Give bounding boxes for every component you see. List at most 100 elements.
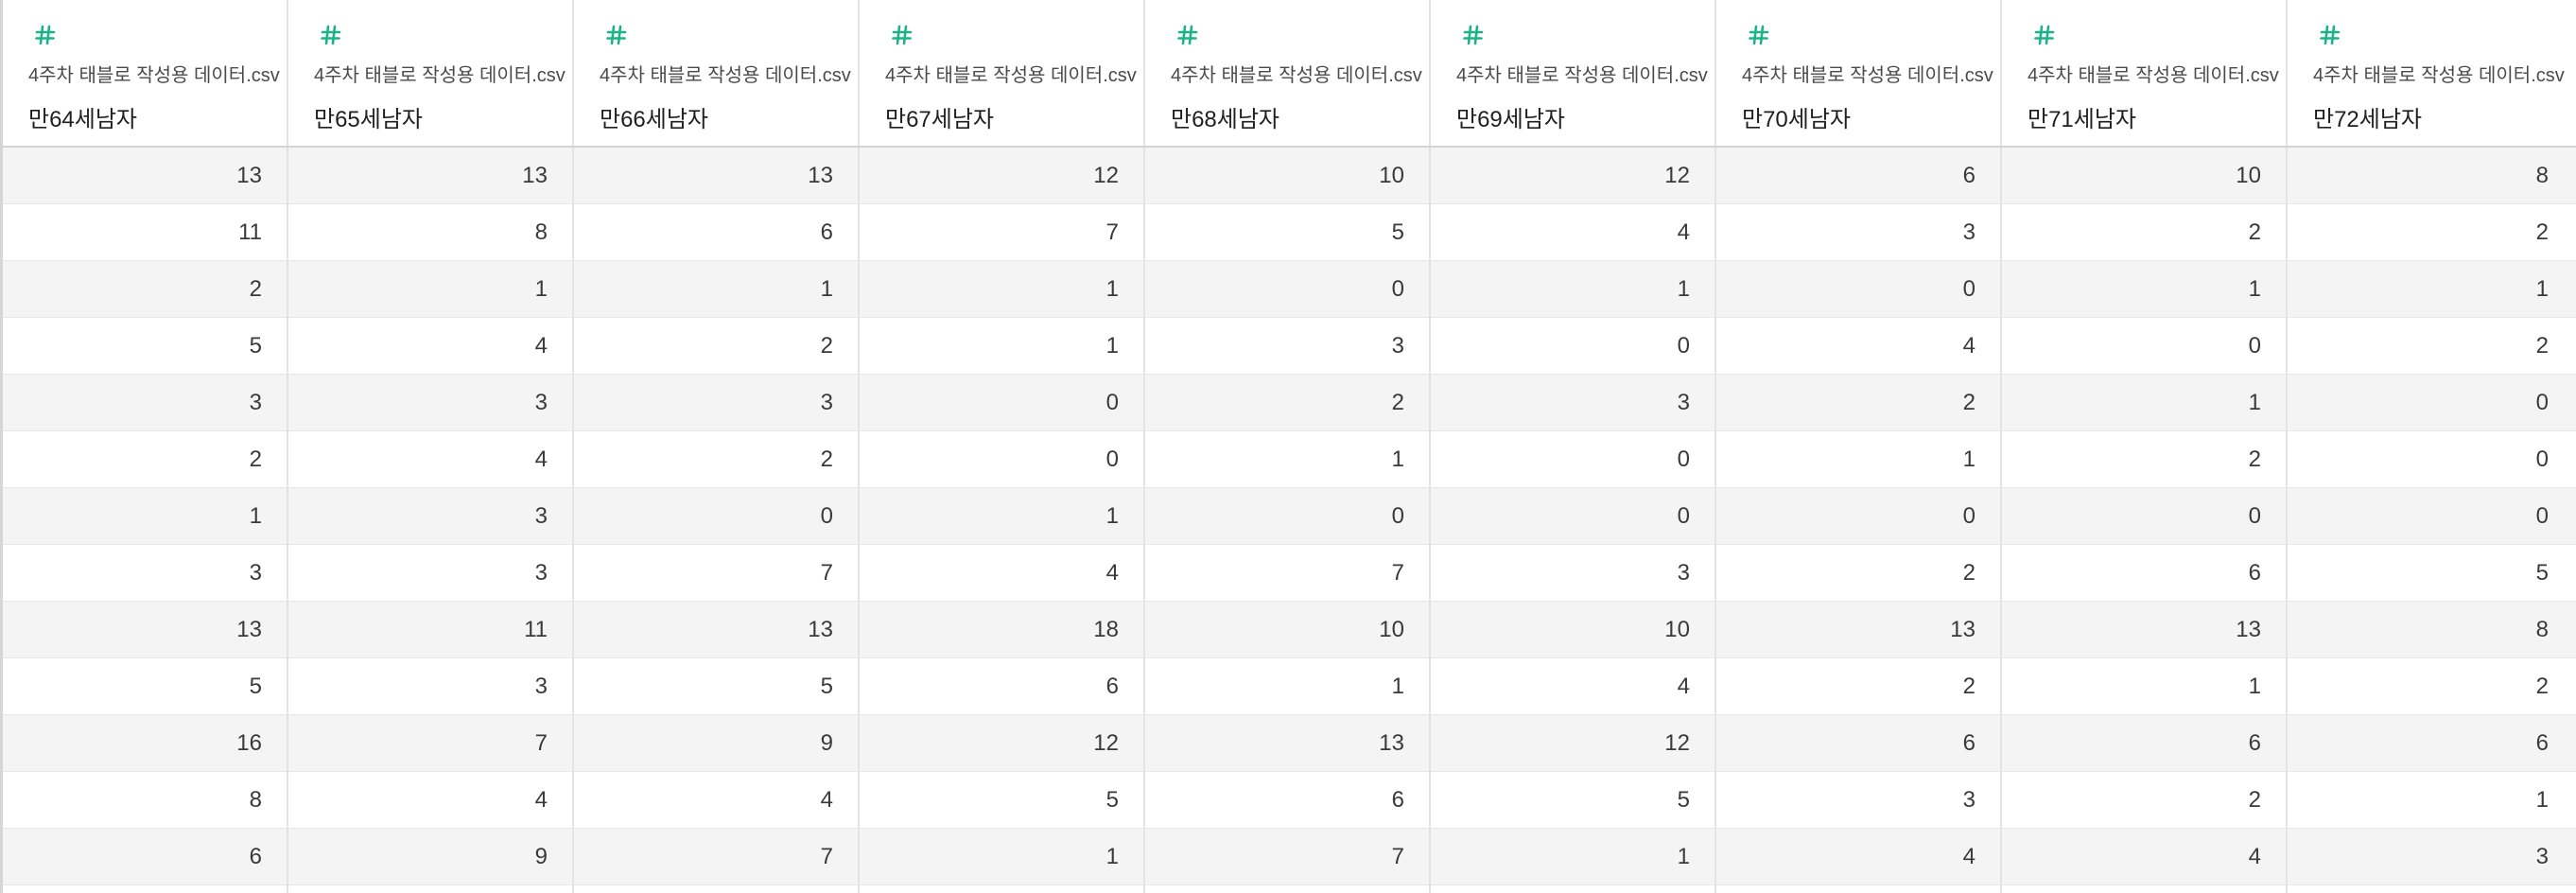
table-cell[interactable]: 3 [3, 545, 288, 601]
table-cell[interactable]: 1 [1431, 261, 1716, 317]
table-cell[interactable]: 6 [2002, 715, 2288, 771]
table-cell[interactable]: 10 [1145, 602, 1431, 657]
table-cell[interactable]: 13 [1716, 602, 2002, 657]
table-cell[interactable]: 1 [860, 318, 1145, 374]
table-cell[interactable]: 4 [1716, 318, 2002, 374]
table-cell[interactable]: 0 [860, 431, 1145, 487]
column-header[interactable]: 4주차 태블로 작성용 데이터.csv 만70세남자 [1716, 0, 2002, 146]
table-cell[interactable]: 5 [1145, 204, 1431, 260]
column-header-cell[interactable]: 4주차 태블로 작성용 데이터.csv 만68세남자 [1145, 0, 1429, 146]
table-cell[interactable]: 4 [574, 772, 860, 828]
table-cell[interactable]: 2 [2002, 204, 2288, 260]
table-cell[interactable]: 0 [2535, 390, 2549, 415]
table-cell[interactable]: 0 [1431, 488, 1716, 544]
table-cell[interactable]: 12 [860, 148, 1145, 203]
table-cell[interactable]: 13 [3, 148, 288, 203]
table-cell[interactable]: 3 [1431, 545, 1716, 601]
table-cell[interactable]: 3 [1716, 772, 2002, 828]
table-row[interactable]: 13 13 13 12 10 12 6 10 8 [3, 148, 2576, 204]
table-cell[interactable]: 16 [3, 715, 288, 771]
table-cell[interactable]: 13 [3, 602, 288, 657]
table-cell[interactable]: 5 [2535, 560, 2549, 586]
column-header[interactable]: 4주차 태블로 작성용 데이터.csv 만69세남자 [1431, 0, 1716, 146]
column-header[interactable]: 4주차 태블로 작성용 데이터.csv 만72세남자 [2288, 0, 2573, 146]
table-cell[interactable]: 1 [860, 829, 1145, 884]
table-cell[interactable]: 1 [1145, 658, 1431, 714]
table-cell[interactable]: 3 [1716, 204, 2002, 260]
table-cell[interactable]: 13 [288, 148, 574, 203]
table-cell[interactable]: 0 [574, 488, 860, 544]
table-cell[interactable]: 0 [1716, 488, 2002, 544]
table-cell[interactable]: 2 [3, 261, 288, 317]
table-cell[interactable]: 9 [288, 829, 574, 884]
table-cell[interactable]: 2 [2002, 431, 2288, 487]
table-cell[interactable]: 6 [1145, 772, 1431, 828]
table-cell[interactable]: 1 [860, 488, 1145, 544]
table-cell[interactable]: 3 [288, 658, 574, 714]
table-cell[interactable]: 5 [3, 658, 288, 714]
table-cell[interactable]: 5 [3, 318, 288, 374]
table-cell[interactable]: 1 [3, 488, 288, 544]
table-cell[interactable]: 3 [288, 488, 574, 544]
column-header[interactable]: 4주차 태블로 작성용 데이터.csv 만67세남자 [860, 0, 1145, 146]
table-row[interactable]: 11 8 6 7 5 4 3 2 2 [3, 204, 2576, 261]
table-cell[interactable]: 7 [288, 715, 574, 771]
table-cell[interactable]: 6 [860, 658, 1145, 714]
table-cell[interactable]: 13 [2002, 602, 2288, 657]
column-header[interactable]: 4주차 태블로 작성용 데이터.csv 만71세남자 [2002, 0, 2288, 146]
table-cell[interactable]: 1 [1145, 431, 1431, 487]
table-cell[interactable] [1145, 885, 1431, 893]
table-cell[interactable]: 1 [1716, 431, 2002, 487]
table-cell[interactable]: 0 [1431, 431, 1716, 487]
column-header-cell[interactable]: 4주차 태블로 작성용 데이터.csv 만71세남자 [2002, 0, 2286, 146]
table-cell[interactable]: 4 [1431, 204, 1716, 260]
table-cell[interactable]: 11 [3, 204, 288, 260]
table-cell[interactable]: 5 [860, 772, 1145, 828]
table-cell[interactable]: 2 [2535, 333, 2549, 359]
table-row[interactable] [3, 885, 2576, 893]
table-cell[interactable]: 3 [1145, 318, 1431, 374]
table-cell[interactable] [1716, 885, 2002, 893]
table-cell[interactable]: 3 [288, 545, 574, 601]
table-cell[interactable]: 7 [860, 204, 1145, 260]
table-cell[interactable]: 4 [288, 772, 574, 828]
table-cell[interactable]: 9 [574, 715, 860, 771]
table-cell[interactable] [860, 885, 1145, 893]
table-cell[interactable]: 2 [574, 431, 860, 487]
table-cell[interactable]: 7 [1145, 545, 1431, 601]
table-cell[interactable]: 10 [1431, 602, 1716, 657]
column-header[interactable]: 4주차 태블로 작성용 데이터.csv 만68세남자 [1145, 0, 1431, 146]
table-cell[interactable]: 7 [574, 829, 860, 884]
table-cell[interactable]: 1 [1431, 829, 1716, 884]
table-cell[interactable]: 1 [574, 261, 860, 317]
column-header-cell[interactable]: 4주차 태블로 작성용 데이터.csv 만70세남자 [1716, 0, 2000, 146]
table-cell[interactable]: 0 [1145, 488, 1431, 544]
table-cell[interactable]: 6 [2002, 545, 2288, 601]
table-cell[interactable]: 1 [288, 261, 574, 317]
table-cell[interactable]: 1 [2002, 261, 2288, 317]
table-cell[interactable] [2288, 885, 2573, 893]
table-cell[interactable]: 2 [1716, 658, 2002, 714]
table-cell[interactable]: 7 [1145, 829, 1431, 884]
table-cell[interactable]: 3 [288, 375, 574, 430]
table-cell[interactable]: 3 [2535, 844, 2549, 869]
table-cell[interactable] [2002, 885, 2288, 893]
table-cell[interactable]: 13 [574, 148, 860, 203]
table-cell[interactable]: 2 [3, 431, 288, 487]
table-cell[interactable]: 8 [2535, 163, 2549, 188]
table-cell[interactable]: 12 [1431, 148, 1716, 203]
table-cell[interactable]: 6 [1716, 148, 2002, 203]
table-cell[interactable]: 2 [1716, 545, 2002, 601]
table-cell[interactable]: 0 [2535, 503, 2549, 529]
table-cell[interactable]: 0 [1431, 318, 1716, 374]
table-cell[interactable]: 2 [574, 318, 860, 374]
table-cell[interactable]: 0 [860, 375, 1145, 430]
column-header[interactable]: 4주차 태블로 작성용 데이터.csv 만66세남자 [574, 0, 860, 146]
table-cell[interactable]: 4 [2002, 829, 2288, 884]
